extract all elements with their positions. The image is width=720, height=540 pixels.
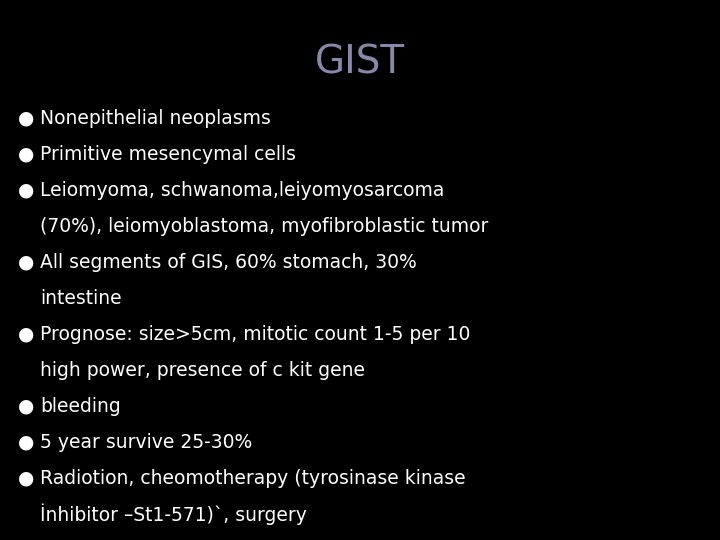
Text: high power, presence of c kit gene: high power, presence of c kit gene xyxy=(40,361,365,380)
Text: (70%), leiomyoblastoma, myofibroblastic tumor: (70%), leiomyoblastoma, myofibroblastic … xyxy=(40,217,488,235)
Text: Primitive mesencymal cells: Primitive mesencymal cells xyxy=(40,145,296,164)
Text: bleeding: bleeding xyxy=(40,396,121,415)
Text: ●: ● xyxy=(18,180,35,199)
Text: intestine: intestine xyxy=(40,288,122,307)
Text: GIST: GIST xyxy=(315,43,405,81)
Text: ●: ● xyxy=(18,469,35,488)
Text: ●: ● xyxy=(18,109,35,127)
Text: ●: ● xyxy=(18,433,35,451)
Text: Leiomyoma, schwanoma,leiyomyosarcoma: Leiomyoma, schwanoma,leiyomyosarcoma xyxy=(40,180,444,199)
Text: İnhibitor –St1-571)`, surgery: İnhibitor –St1-571)`, surgery xyxy=(40,503,307,525)
Text: All segments of GIS, 60% stomach, 30%: All segments of GIS, 60% stomach, 30% xyxy=(40,253,417,272)
Text: ●: ● xyxy=(18,253,35,272)
Text: ●: ● xyxy=(18,325,35,343)
Text: Radiotion, cheomotherapy (tyrosinase kinase: Radiotion, cheomotherapy (tyrosinase kin… xyxy=(40,469,466,488)
Text: Prognose: size>5cm, mitotic count 1-5 per 10: Prognose: size>5cm, mitotic count 1-5 pe… xyxy=(40,325,470,343)
Text: ●: ● xyxy=(18,145,35,164)
Text: 5 year survive 25-30%: 5 year survive 25-30% xyxy=(40,433,252,451)
Text: Nonepithelial neoplasms: Nonepithelial neoplasms xyxy=(40,109,271,127)
Text: ●: ● xyxy=(18,396,35,415)
